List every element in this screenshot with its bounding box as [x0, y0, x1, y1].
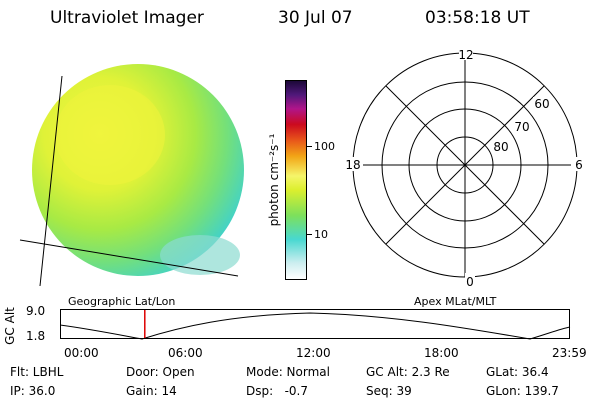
color-scale-bar [285, 80, 307, 280]
lat-label-80: 80 [493, 140, 508, 154]
altitude-axis-label: GC Alt [3, 307, 17, 345]
time-tick-0600: 06:00 [168, 346, 203, 360]
lon-line [39, 75, 63, 287]
meridian-diag-2 [385, 85, 545, 245]
colorbar-label-10: 10 [314, 228, 328, 241]
mode-status: Mode: Normal [246, 365, 330, 379]
mlt-label-18: 18 [345, 158, 360, 172]
glat-status: GLat: 36.4 [486, 365, 549, 379]
door-status: Door: Open [126, 365, 195, 379]
glon-status: GLon: 139.7 [486, 384, 559, 398]
time-tick-1200: 12:00 [296, 346, 331, 360]
dsp-status: Dsp: -0.7 [246, 384, 309, 398]
altitude-y-min: 1.8 [26, 329, 46, 343]
time-tick-1800: 18:00 [424, 346, 459, 360]
mlt-label-6: 6 [575, 158, 583, 172]
lat-label-70: 70 [514, 120, 529, 134]
apex-label: Apex MLat/MLT [414, 295, 497, 308]
polar-grid: 12 18 6 0 60 70 80 [343, 48, 585, 289]
colorbar-label-100: 100 [314, 140, 335, 153]
seq-status: Seq: 39 [366, 384, 412, 398]
filter-status: Flt: LBHL [10, 365, 64, 379]
altitude-plot [60, 309, 571, 340]
colorbar-unit-label: photon cm⁻²s⁻¹ [267, 133, 281, 227]
colorbar-tick-10 [306, 234, 312, 235]
geographic-label: Geographic Lat/Lon [68, 295, 176, 308]
time-label: 03:58:18 UT [425, 8, 530, 28]
gc-alt-status: GC Alt: 2.3 Re [366, 365, 450, 379]
lat-label-60: 60 [534, 97, 549, 111]
uv-image [19, 64, 244, 287]
altitude-y-max: 9.0 [26, 304, 46, 318]
colorbar-tick-100 [306, 146, 312, 147]
mlt-label-12: 12 [458, 48, 473, 62]
time-tick-0000: 00:00 [64, 346, 99, 360]
gain-status: Gain: 14 [126, 384, 177, 398]
ip-status: IP: 36.0 [10, 384, 56, 398]
mlt-label-0: 0 [466, 275, 474, 289]
altitude-curve [60, 312, 571, 340]
date-label: 30 Jul 07 [278, 8, 353, 28]
uv-disk [32, 64, 244, 276]
app-title: Ultraviolet Imager [50, 8, 204, 28]
time-tick-2359: 23:59 [552, 346, 587, 360]
lat-line [19, 239, 239, 277]
